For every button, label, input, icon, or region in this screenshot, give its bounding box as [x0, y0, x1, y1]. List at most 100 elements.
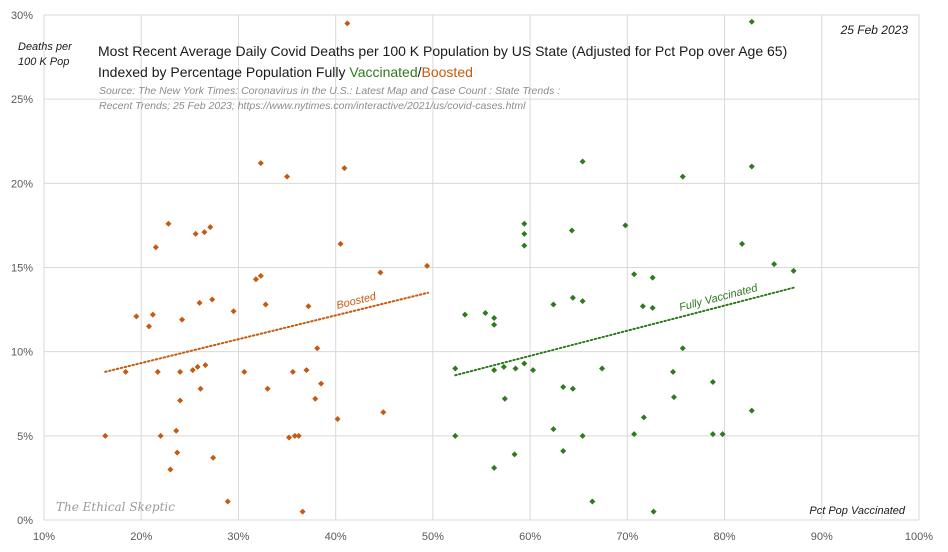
data-point: [291, 432, 298, 439]
chart-title-line1: Most Recent Average Daily Covid Deaths p…: [98, 43, 788, 59]
y-tick-label: 10%: [11, 347, 33, 359]
data-point: [771, 261, 778, 268]
gridlines: [43, 14, 920, 521]
data-point: [521, 220, 528, 227]
y-tick-label: 15%: [11, 263, 33, 275]
title-vaccinated: Vaccinated: [349, 64, 418, 80]
x-tick-label: 80%: [714, 531, 736, 543]
y-axis-label: Deaths per 100 K Pop: [18, 41, 72, 68]
data-point: [521, 360, 528, 367]
data-point: [299, 508, 306, 515]
x-axis-label: Pct Pop Vaccinated: [809, 505, 905, 517]
data-point: [639, 303, 646, 310]
data-point: [194, 363, 201, 370]
data-point: [589, 498, 596, 505]
x-tick-label: 20%: [130, 531, 152, 543]
data-point: [631, 431, 638, 438]
data-point: [550, 301, 557, 308]
data-point: [318, 380, 325, 387]
data-point: [252, 276, 259, 283]
data-point: [649, 304, 656, 311]
x-tick-label: 30%: [227, 531, 249, 543]
title-boosted: Boosted: [421, 64, 473, 80]
data-point: [560, 384, 567, 391]
data-point: [579, 158, 586, 165]
data-point: [146, 323, 152, 330]
data-point: [341, 165, 348, 172]
data-point: [719, 431, 726, 438]
trendline-label: Boosted: [335, 290, 378, 311]
x-tick-label: 50%: [422, 531, 444, 543]
x-tick-label: 90%: [811, 531, 833, 543]
data-point: [196, 299, 203, 306]
data-point: [424, 262, 431, 269]
data-point: [491, 464, 498, 471]
data-point: [154, 368, 161, 375]
data-point: [452, 365, 459, 372]
data-point: [380, 409, 387, 416]
x-tick-label: 100%: [905, 531, 933, 543]
data-point: [257, 272, 264, 279]
watermark-logo: The Ethical Skeptic: [56, 500, 175, 514]
data-point: [230, 308, 237, 315]
data-point: [579, 432, 586, 439]
y-tick-label: 0%: [17, 515, 33, 527]
data-point: [189, 367, 196, 374]
data-point: [334, 416, 341, 422]
data-point: [739, 240, 746, 247]
data-point: [650, 508, 657, 515]
data-point: [133, 313, 140, 320]
data-point: [122, 368, 129, 375]
trendline: [104, 291, 430, 373]
x-tick-label: 40%: [325, 531, 347, 543]
data-point: [491, 315, 498, 321]
data-point: [174, 449, 181, 456]
chart-title-line2: Indexed by Percentage Population Fully V…: [98, 62, 787, 83]
data-point: [569, 294, 576, 301]
data-point: [579, 298, 586, 305]
data-point: [748, 18, 755, 25]
data-point: [500, 363, 507, 370]
data-point: [197, 385, 204, 392]
data-point: [337, 240, 344, 247]
data-point: [284, 173, 291, 180]
data-point: [149, 311, 156, 318]
chart-date: 25 Feb 2023: [840, 23, 908, 37]
x-tick-label: 70%: [616, 531, 638, 543]
data-point: [303, 367, 310, 374]
data-point: [511, 451, 518, 458]
x-tick-label: 10%: [33, 531, 55, 543]
data-point: [152, 244, 159, 251]
data-point: [179, 316, 186, 323]
y-tick-label: 25%: [11, 94, 33, 106]
data-point: [210, 454, 217, 461]
data-point: [640, 414, 647, 421]
y-tick-label: 30%: [11, 10, 33, 22]
data-point: [264, 385, 271, 392]
data-point: [569, 385, 576, 392]
data-point: [102, 432, 109, 439]
data-point: [622, 222, 629, 229]
data-point: [482, 309, 489, 316]
data-point: [165, 220, 172, 227]
data-point: [521, 242, 528, 249]
data-point: [671, 394, 677, 401]
chart-title: Most Recent Average Daily Covid Deaths p…: [98, 41, 787, 83]
data-point: [295, 432, 302, 439]
data-point: [202, 362, 209, 369]
data-point: [177, 397, 184, 404]
trendline: [454, 286, 795, 377]
data-point: [709, 431, 716, 438]
data-point: [530, 367, 537, 374]
data-point: [748, 407, 755, 414]
data-point: [501, 395, 508, 402]
data-point: [649, 274, 656, 281]
data-point: [452, 432, 459, 439]
data-point: [679, 345, 686, 352]
data-point: [289, 368, 296, 375]
data-point: [550, 426, 557, 433]
data-point: [286, 434, 292, 441]
x-tick-label: 60%: [519, 531, 541, 543]
data-point: [491, 367, 498, 374]
